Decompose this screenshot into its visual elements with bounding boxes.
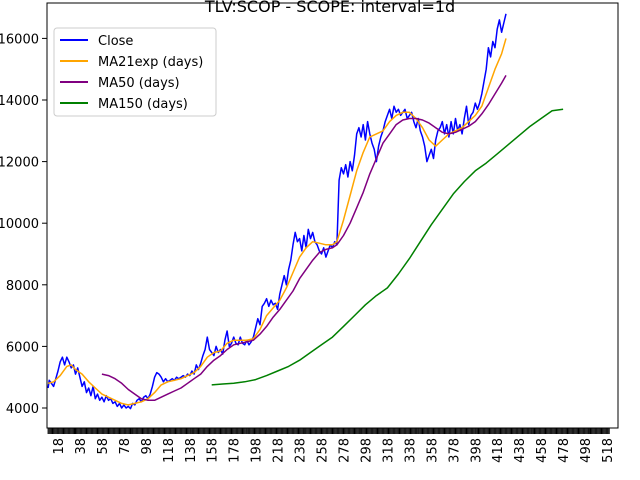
legend: Close MA21exp (days) MA50 (days) MA150 (day… [53, 27, 217, 117]
x-tick-label: 18 [52, 438, 67, 455]
chart-title: TLV:SCOP - SCOPE: interval=1d [204, 0, 455, 16]
x-tick-label: 358 [425, 438, 440, 463]
y-tick-label: 14000 [0, 94, 39, 109]
x-tick-label: 78 [118, 438, 133, 455]
y-tick-label: 12000 [0, 156, 39, 171]
y-tick-label: 16000 [0, 32, 39, 47]
x-tick-label: 118 [162, 438, 177, 463]
x-tick-label: 338 [403, 438, 418, 463]
x-tick-label: 478 [557, 438, 572, 463]
series-line-3 [211, 108, 564, 386]
x-tick-label: 298 [359, 438, 374, 463]
series-line-1 [47, 38, 507, 406]
x-tick-label: 418 [491, 438, 506, 463]
x-tick-label: 258 [316, 438, 331, 463]
x-tick-label: 398 [469, 438, 484, 463]
legend-box [53, 27, 217, 117]
y-tick-label: 8000 [6, 279, 39, 294]
x-tick-label: 218 [272, 438, 287, 463]
legend-label-3: MA150 (days) [98, 97, 188, 112]
series-layer [47, 13, 564, 410]
series-line-2 [101, 75, 507, 402]
x-tick-label: 198 [250, 438, 265, 463]
y-tick-label: 10000 [0, 217, 39, 232]
x-tick-label: 518 [601, 438, 616, 463]
legend-label-1: MA21exp (days) [98, 55, 203, 70]
plot-frame [46, 2, 619, 429]
x-tick-label: 98 [140, 438, 155, 455]
legend-label-2: MA50 (days) [98, 76, 180, 91]
tick-layer: 18 38 58 78 98 118 138 158 178 198 218 238 258 278 298… [0, 32, 616, 462]
series-line-0 [47, 13, 507, 410]
y-tick-label: 6000 [6, 340, 39, 355]
x-tick-label: 498 [579, 438, 594, 463]
y-tick-label: 4000 [6, 402, 39, 417]
x-tick-label: 238 [294, 438, 309, 463]
x-tick-label: 158 [206, 438, 221, 463]
x-tick-label: 278 [338, 438, 353, 463]
x-tick-label: 458 [535, 438, 550, 463]
x-tick-label: 378 [447, 438, 462, 463]
legend-label-0: Close [98, 34, 133, 49]
x-tick-label: 178 [228, 438, 243, 463]
x-tick-label: 438 [513, 438, 528, 463]
x-tick-label: 58 [96, 438, 111, 455]
x-tick-label: 318 [381, 438, 396, 463]
x-tick-label: 38 [74, 438, 89, 455]
x-tick-label: 138 [184, 438, 199, 463]
